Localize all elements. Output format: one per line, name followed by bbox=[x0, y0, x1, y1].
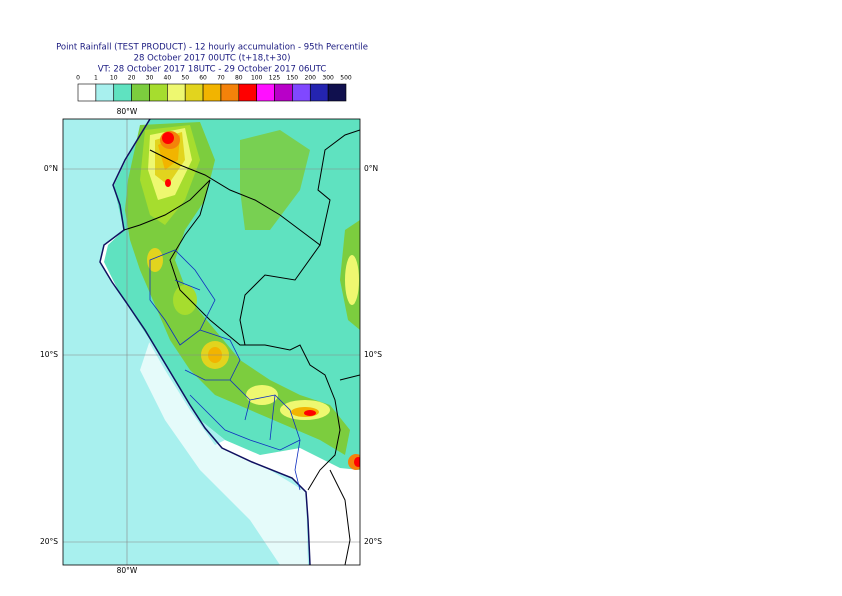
legend-swatch bbox=[309, 83, 329, 102]
legend-swatch bbox=[274, 83, 293, 102]
legend: 0 1 10 20 30 40 50 60 70 80 100 125 150 200 300 500 bbox=[76, 75, 352, 102]
title: Point Rainfall (TEST PRODUCT) - 12 hourl… bbox=[56, 43, 368, 53]
legend-swatch bbox=[77, 83, 97, 102]
legend-label: 80 bbox=[235, 75, 243, 82]
legend-label: 100 bbox=[251, 75, 263, 82]
legend-label: 150 bbox=[287, 75, 299, 82]
legend-swatch bbox=[256, 83, 275, 102]
legend-label: 125 bbox=[269, 75, 281, 82]
map-frame bbox=[62, 118, 361, 566]
legend-label: 20 bbox=[128, 75, 136, 82]
legend-swatch bbox=[292, 83, 311, 102]
legend-label: 50 bbox=[181, 75, 189, 82]
lon-label: 80°W bbox=[117, 107, 138, 116]
subtitle: VT: 28 October 2017 18UTC - 29 October 2… bbox=[98, 65, 327, 75]
lat-label: 0°N bbox=[44, 164, 58, 173]
lat-label: 10°S bbox=[40, 350, 58, 359]
legend-swatch bbox=[184, 83, 204, 102]
legend-swatch bbox=[327, 83, 347, 102]
legend-label: 300 bbox=[322, 75, 334, 82]
legend-swatch bbox=[238, 83, 257, 102]
map bbox=[63, 119, 360, 565]
legend-label: 1 bbox=[94, 75, 98, 82]
legend-label: 200 bbox=[305, 75, 317, 82]
legend-swatch bbox=[95, 83, 115, 102]
legend-swatch bbox=[202, 83, 222, 102]
lat-label: 0°N bbox=[364, 164, 378, 173]
legend-label: 500 bbox=[340, 75, 352, 82]
legend-label: 10 bbox=[110, 75, 118, 82]
legend-label: 0 bbox=[76, 75, 80, 82]
legend-swatch bbox=[113, 83, 132, 102]
legend-swatch bbox=[149, 83, 168, 102]
legend-label: 60 bbox=[199, 75, 207, 82]
legend-label: 40 bbox=[164, 75, 172, 82]
lat-label: 10°S bbox=[364, 350, 382, 359]
lat-label: 20°S bbox=[40, 537, 58, 546]
legend-swatch bbox=[131, 83, 150, 102]
legend-swatch bbox=[167, 83, 186, 102]
lon-label: 80°W bbox=[117, 566, 138, 575]
legend-swatch bbox=[220, 83, 240, 102]
subtitle: 28 October 2017 00UTC (t+18,t+30) bbox=[134, 54, 291, 64]
legend-label: 70 bbox=[217, 75, 225, 82]
lat-label: 20°S bbox=[364, 537, 382, 546]
legend-label: 30 bbox=[146, 75, 154, 82]
